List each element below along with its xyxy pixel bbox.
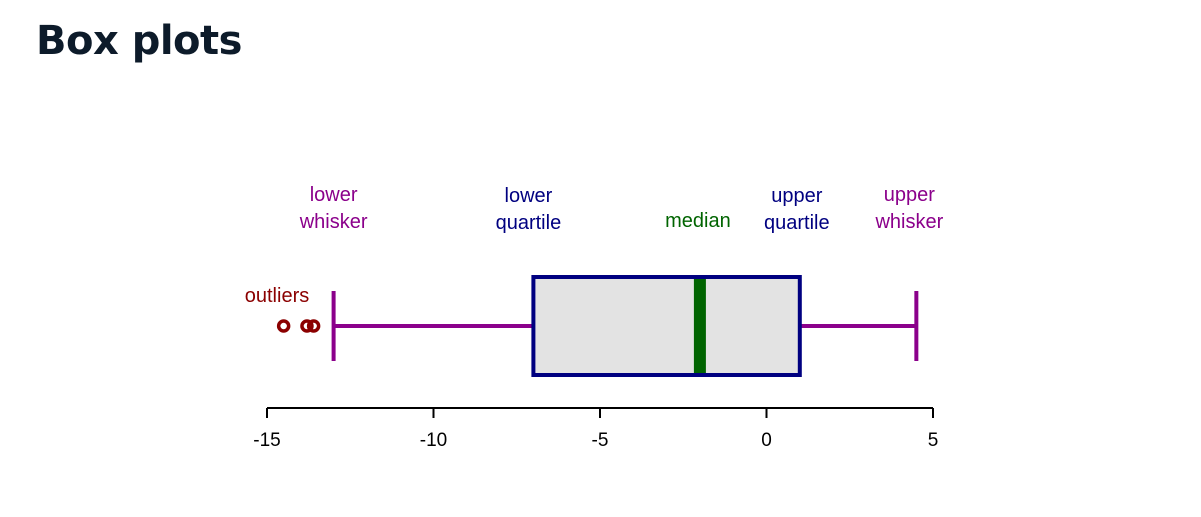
interquartile-box (531, 275, 802, 377)
outlier-point-3 (306, 319, 321, 333)
annotation-lower-whisker: lower (310, 184, 358, 206)
page-title: Box plots (36, 18, 242, 64)
outlier-point-1 (276, 319, 291, 333)
annotation-lower-quartile: lower (505, 185, 553, 207)
annotation-lower-quartile: quartile (496, 212, 562, 234)
annotation-upper-quartile: upper (771, 185, 822, 207)
annotation-median: median (665, 210, 731, 232)
annotation-outliers: outliers (245, 285, 309, 307)
x-tick-label: -15 (253, 430, 280, 451)
annotation-upper-quartile: quartile (764, 212, 830, 234)
annotation-lower-whisker: whisker (299, 211, 368, 233)
x-tick-label: 5 (928, 430, 939, 451)
annotation-upper-whisker: upper (884, 184, 935, 206)
x-tick-label: -10 (420, 430, 447, 451)
x-tick-label: 0 (761, 430, 772, 451)
x-tick-label: -5 (592, 430, 609, 451)
annotation-upper-whisker: whisker (874, 211, 943, 233)
outlier-point-2 (300, 319, 314, 333)
